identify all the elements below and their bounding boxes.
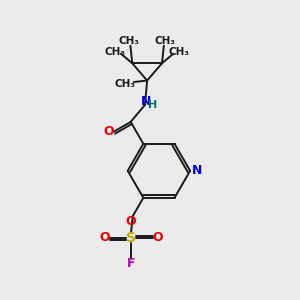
Text: N: N <box>191 164 202 177</box>
Text: O: O <box>99 231 110 244</box>
Text: H: H <box>148 100 158 110</box>
Text: F: F <box>127 257 135 270</box>
Text: N: N <box>140 95 151 108</box>
Text: CH₃: CH₃ <box>114 79 135 88</box>
Text: CH₃: CH₃ <box>104 47 125 57</box>
Text: CH₃: CH₃ <box>155 36 176 46</box>
Text: CH₃: CH₃ <box>118 36 140 46</box>
Text: S: S <box>126 231 136 245</box>
Text: O: O <box>103 125 114 138</box>
Text: CH₃: CH₃ <box>169 47 190 57</box>
Text: O: O <box>126 215 136 228</box>
Text: O: O <box>153 231 163 244</box>
